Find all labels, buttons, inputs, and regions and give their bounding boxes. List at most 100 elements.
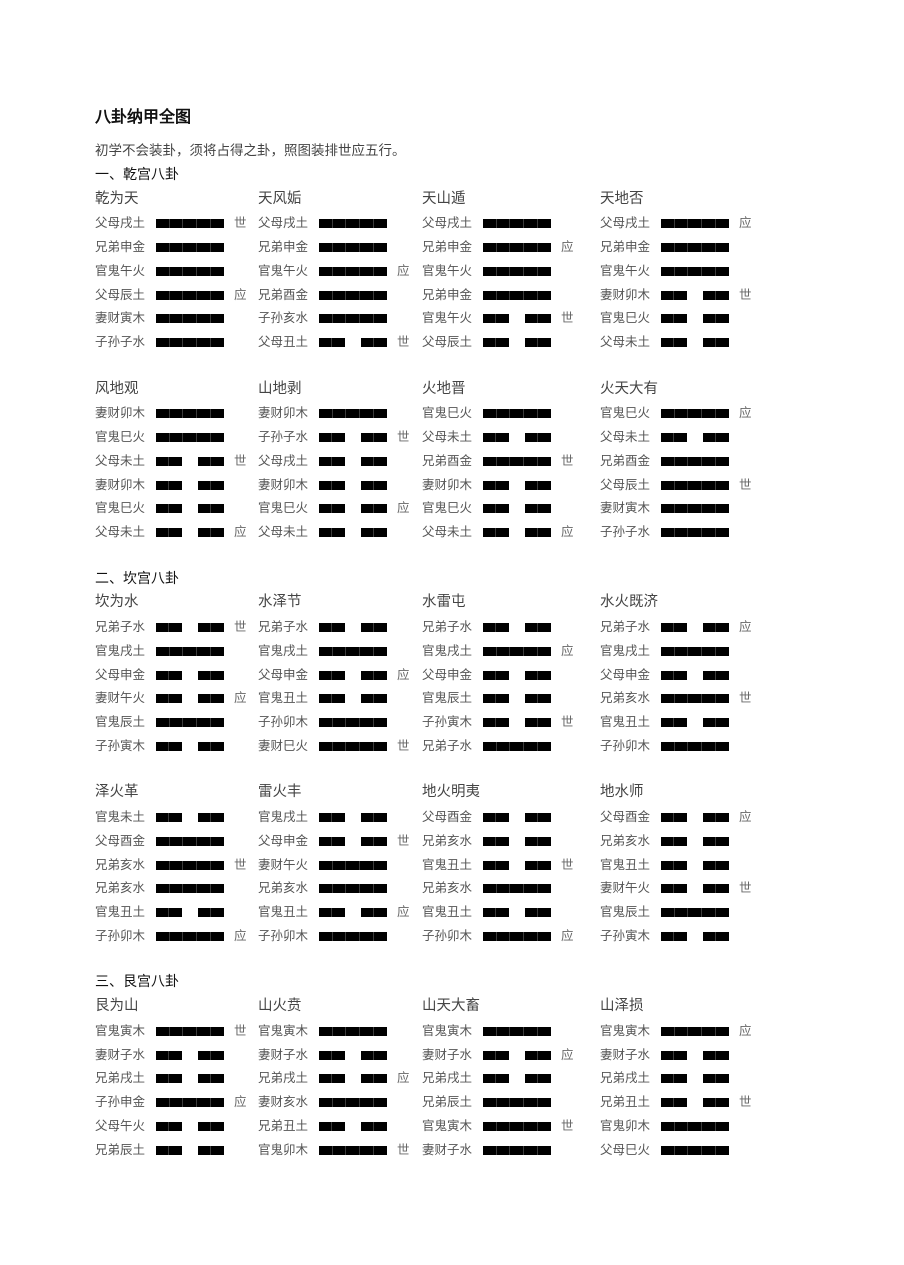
hexagram: 天地否 父母戌土 应兄弟申金 官鬼午火 妻财卯木 世官鬼巳火 父母未土: [600, 188, 770, 354]
yin-line: [156, 1121, 224, 1131]
yang-line: [661, 1145, 729, 1155]
yao-line: 兄弟子水: [422, 615, 592, 639]
yao-line: 妻财巳火 世: [258, 734, 428, 758]
yao-label: 父母未土: [95, 524, 146, 539]
line-segment: [483, 741, 551, 751]
yin-line: [483, 623, 551, 632]
yang-line: [661, 504, 729, 514]
yao-label: 官鬼戌土: [258, 809, 309, 824]
yang-line: [661, 409, 729, 419]
section-heading: 一、乾宫八卦: [95, 166, 179, 183]
shi-marker: 世: [739, 690, 752, 706]
shi-marker: 世: [739, 286, 752, 302]
yao-label: 兄弟申金: [95, 239, 146, 254]
yao-label: 兄弟戌土: [258, 1070, 309, 1086]
yang-line: [156, 433, 224, 442]
yao-line: 兄弟申金: [600, 235, 770, 259]
yin-line: [483, 433, 551, 442]
yang-line: [483, 1121, 551, 1131]
yao-line: 妻财午火 应: [95, 686, 265, 710]
yang-line: [319, 931, 387, 941]
hexagram: 地火明夷 父母酉金 兄弟亥水 官鬼丑土世兄弟亥水 官鬼丑土 子孙卯木应: [422, 781, 592, 947]
yao-label: 子孙子水: [95, 334, 146, 349]
document: 八卦纳甲全图 初学不会装卦，须将占得之卦，照图装排世应五行。 一、乾宫八卦 乾为天…: [95, 105, 855, 1185]
line-segment: [361, 670, 387, 680]
shi-marker: 世: [561, 452, 574, 468]
yin-line: [156, 908, 224, 917]
yao-line: 兄弟亥水: [600, 829, 770, 853]
yao-label: 官鬼巳火: [95, 429, 146, 444]
yao-label: 父母酉金: [600, 809, 651, 824]
yin-line: [661, 1098, 729, 1107]
line-segment: [483, 670, 509, 680]
shi-marker: 世: [739, 476, 752, 492]
yao-label: 妻财午火: [258, 856, 309, 872]
hexagram: 坎为水 兄弟子水 世官鬼戌土 父母申金 妻财午火 应官鬼辰土 子孙寅木: [95, 591, 265, 757]
yang-line: [483, 290, 551, 300]
line-segment: [703, 1050, 729, 1060]
shi-marker: 世: [397, 832, 410, 848]
yao-line: 兄弟戌土 应: [258, 1066, 428, 1090]
line-segment: [156, 219, 224, 229]
line-segment: [525, 1050, 551, 1060]
yin-line: [156, 670, 224, 680]
yin-line: [319, 813, 387, 822]
yao-label: 官鬼午火: [600, 262, 651, 278]
yao-label: 官鬼午火: [258, 262, 309, 278]
yao-line: 兄弟申金: [422, 283, 592, 307]
hexagram-group: 风地观 妻财卯木 官鬼巳火 父母未土世妻财卯木 官鬼巳火 父母未土应山地剥 妻财卯木 子孙子水…: [95, 378, 855, 544]
line-segment: [525, 718, 551, 727]
line-segment: [319, 623, 345, 632]
line-segment: [156, 528, 182, 537]
hexagram-name: 坎为水: [95, 594, 139, 611]
yao-line: 子孙子水: [95, 330, 265, 354]
yin-line: [483, 813, 551, 822]
yao-line: 兄弟子水: [258, 615, 428, 639]
line-segment: [156, 1074, 182, 1084]
yao-line: 父母午火: [95, 1114, 265, 1138]
yao-label: 官鬼寅木: [95, 1022, 146, 1038]
yao-label: 子孙寅木: [95, 737, 146, 753]
line-segment: [703, 623, 729, 632]
yin-line: [483, 836, 551, 846]
ying-marker: 应: [561, 927, 574, 943]
yang-line: [156, 1098, 224, 1107]
yin-line: [661, 1050, 729, 1060]
line-segment: [703, 1074, 729, 1084]
line-segment: [483, 219, 551, 229]
hexagram: 风地观 妻财卯木 官鬼巳火 父母未土世妻财卯木 官鬼巳火 父母未土应: [95, 378, 265, 544]
line-segment: [361, 528, 387, 537]
yao-line: 官鬼巳火: [422, 401, 592, 425]
yao-label: 父母未土: [258, 524, 309, 539]
hexagram-name: 山地剥: [258, 380, 302, 397]
yao-label: 兄弟酉金: [600, 452, 651, 468]
line-segment: [198, 1145, 224, 1155]
intro-text: 初学不会装卦，须将占得之卦，照图装排世应五行。: [95, 143, 406, 159]
yang-line: [483, 1098, 551, 1107]
line-segment: [319, 266, 387, 276]
yao-line: 兄弟戌土: [95, 1066, 265, 1090]
line-segment: [703, 931, 729, 941]
yao-line: 官鬼寅木: [258, 1019, 428, 1043]
palace-section: 三、艮宫八卦 艮为山 官鬼寅木世妻财子水 兄弟戌土 子孙申金应父母午火 兄弟辰土 山火贲 官鬼…: [95, 971, 855, 1161]
yao-label: 官鬼午火: [422, 262, 473, 278]
line-segment: [156, 266, 224, 276]
shi-marker: 世: [234, 452, 247, 468]
line-segment: [198, 1050, 224, 1060]
hexagram-name: 雷火丰: [258, 784, 302, 801]
hexagram-name: 水泽节: [258, 594, 302, 611]
yao-label: 妻财午火: [95, 690, 146, 706]
hexagram: 泽火革 官鬼未土 父母酉金 兄弟亥水世兄弟亥水 官鬼丑土 子孙卯木应: [95, 781, 265, 947]
yao-label: 官鬼戌土: [258, 642, 309, 658]
line-segment: [661, 694, 729, 704]
line-segment: [319, 908, 345, 917]
line-segment: [661, 219, 729, 229]
yao-label: 兄弟申金: [258, 239, 309, 254]
line-segment: [156, 1145, 182, 1155]
line-segment: [198, 504, 224, 514]
yin-line: [156, 480, 224, 490]
hexagram-name: 山火贲: [258, 998, 302, 1014]
yao-line: 妻财子水 应: [422, 1043, 592, 1067]
yin-line: [156, 1050, 224, 1060]
yao-label: 官鬼辰土: [600, 904, 651, 919]
